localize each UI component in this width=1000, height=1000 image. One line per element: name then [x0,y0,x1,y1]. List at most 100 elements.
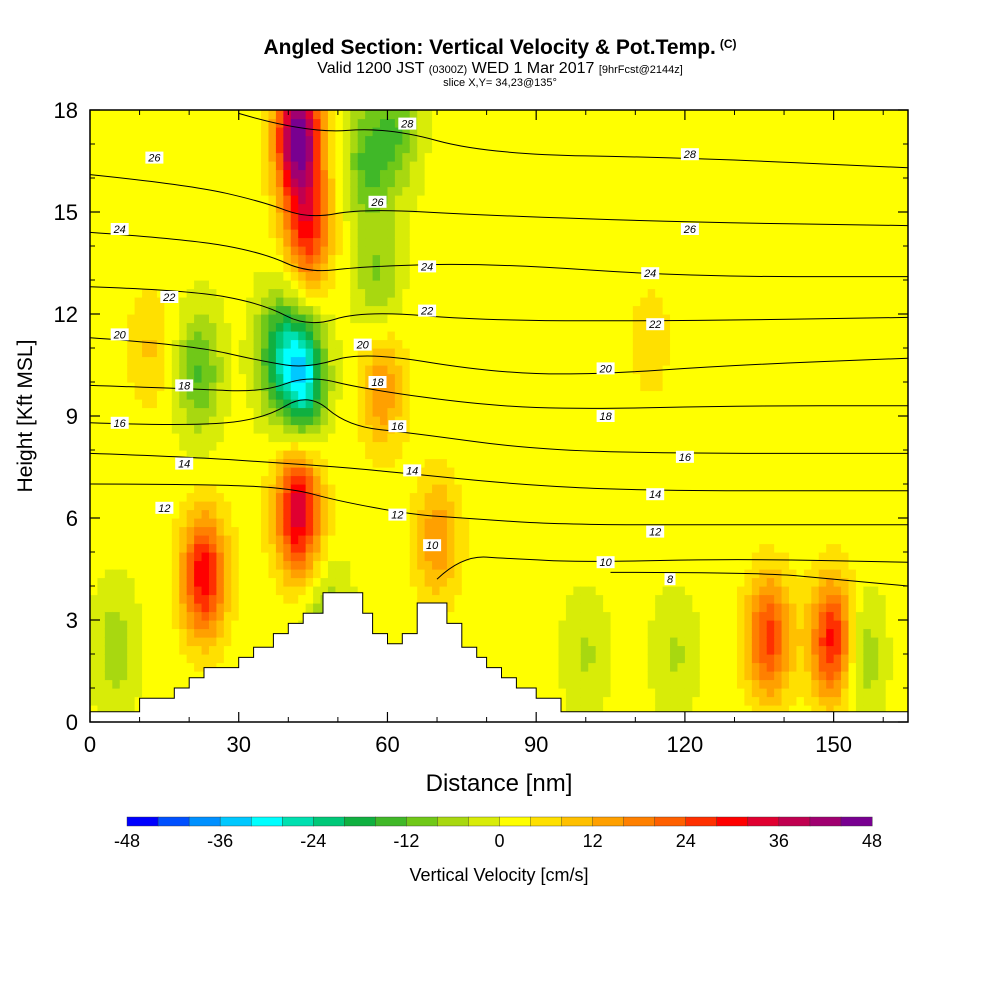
field-cell [201,407,210,417]
field-cell [283,501,292,511]
field-cell [417,229,426,239]
field-cell [365,331,374,341]
field-cell [216,577,225,587]
field-cell [268,611,277,621]
field-cell [454,560,463,570]
field-cell [380,322,389,332]
field-cell [142,280,151,290]
field-cell [127,407,136,417]
field-cell [588,688,597,698]
field-cell [394,195,403,205]
field-cell [179,654,188,664]
field-cell [112,339,121,349]
valid-time: Valid 1200 JST [317,60,425,77]
field-cell [499,178,508,188]
field-cell [283,237,292,247]
field-cell [573,348,582,358]
field-cell [365,365,374,375]
field-cell [305,399,314,409]
field-cell [409,611,418,621]
field-cell [320,331,329,341]
field-cell [171,178,180,188]
field-cell [112,628,121,638]
field-cell [365,263,374,273]
field-cell [216,322,225,332]
field-cell [476,475,485,485]
field-cell [417,543,426,553]
field-cell [595,543,604,553]
field-cell [142,237,151,247]
field-cell [327,450,336,460]
field-cell [446,390,455,400]
field-cell [580,331,589,341]
field-cell [439,135,448,145]
field-cell [461,611,470,621]
field-cell [290,450,299,460]
field-cell [543,526,552,536]
field-cell [298,144,307,154]
field-cell [261,509,270,519]
field-cell [134,305,143,315]
field-cell [603,679,612,689]
field-cell [491,144,500,154]
field-cell [149,118,158,128]
field-cell [528,237,537,247]
field-cell [335,492,344,502]
field-cell [558,271,567,281]
field-cell [142,135,151,145]
field-cell [387,399,396,409]
field-cell [246,603,255,613]
field-cell [208,586,218,596]
field-cell [454,373,463,383]
field-cell [268,237,277,247]
field-cell [432,569,441,579]
field-cell [551,365,560,375]
field-cell [134,212,143,222]
field-cell [134,246,143,256]
field-cell [499,365,508,375]
field-cell [261,246,270,256]
field-cell [484,560,493,570]
field-cell [335,220,344,230]
field-cell [580,246,589,256]
field-cell [506,314,515,324]
field-cell [417,450,426,460]
field-cell [402,178,411,188]
field-cell [603,662,612,672]
field-cell [112,679,121,689]
field-cell [476,288,485,298]
field-cell [186,348,195,358]
field-cell [253,314,262,324]
field-cell [261,518,270,528]
field-cell [417,152,426,162]
field-cell [491,356,500,366]
field-cell [261,501,270,511]
field-cell [551,526,560,536]
field-cell [275,467,284,477]
field-cell [402,586,411,596]
field-cell [97,297,106,307]
field-cell [461,509,470,519]
field-cell [216,263,225,273]
field-cell [238,594,247,604]
field-cell [127,645,136,655]
field-cell [588,628,597,638]
field-cell [246,560,255,570]
field-cell [171,569,180,579]
field-cell [476,467,485,477]
field-cell [573,518,582,528]
field-cell [208,441,218,451]
field-cell [506,195,515,205]
field-cell [134,637,143,647]
field-cell [469,390,478,400]
field-cell [409,407,418,417]
field-cell [365,212,374,222]
field-cell [208,492,218,502]
field-cell [156,314,165,324]
field-cell [112,373,121,383]
field-cell [380,271,389,281]
field-cell [231,144,240,154]
field-cell [536,118,545,128]
field-cell [528,322,537,332]
field-cell [134,263,143,273]
